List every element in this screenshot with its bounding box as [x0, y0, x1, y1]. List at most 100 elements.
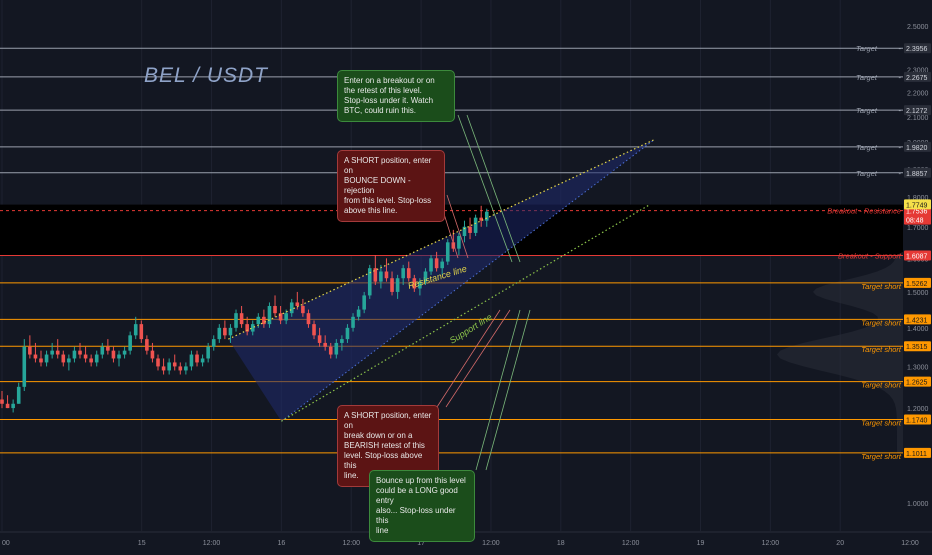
price-tag-4: 1.8857 — [906, 171, 928, 178]
y-tick-label: 1.5000 — [907, 290, 929, 297]
candle-body — [434, 258, 439, 269]
callout-text-line: BEARISH retest of this — [344, 441, 425, 450]
price-tag-11-bg — [904, 414, 931, 425]
callout-connector — [475, 309, 521, 471]
candle-body — [373, 268, 378, 282]
y-tick-label: 2.2000 — [907, 91, 929, 98]
price-tag-0-bg — [904, 43, 931, 54]
extra-tag-1: 08:48 — [906, 218, 924, 225]
x-tick-label: 12:00 — [203, 540, 221, 547]
price-tag-1-bg — [904, 71, 931, 82]
price-tag-9-bg — [904, 341, 931, 352]
candle-body — [345, 327, 350, 340]
y-tick-label: 2.5000 — [907, 24, 929, 31]
candle-body — [200, 358, 205, 363]
x-tick-label: 00 — [2, 540, 10, 547]
candle-body — [195, 354, 199, 363]
candle-body — [94, 354, 99, 363]
price-tag-12: 1.1011 — [906, 451, 927, 458]
callout-connector — [445, 309, 511, 408]
level-label-0: Target — [856, 44, 878, 53]
candle-body — [161, 366, 166, 371]
price-tag-3-bg — [904, 141, 931, 152]
callout-text-line: could be a LONG good entry — [376, 486, 458, 505]
callout-breakout: Enter on a breakout or on the retest of t… — [337, 70, 455, 122]
candle-body — [278, 313, 283, 321]
extra-tag-1-bg — [904, 214, 931, 225]
candle-body — [356, 309, 361, 317]
level-label-8: Target short — [861, 318, 902, 327]
candle-body — [100, 346, 105, 355]
callout-text-line: BTC, could ruin this. — [344, 106, 417, 115]
callout-text-line: A SHORT position, enter on — [344, 156, 432, 175]
y-tick-label: 1.4000 — [907, 326, 929, 333]
level-dash-3: - — [899, 143, 902, 152]
callout-text-line: Bounce up from this level — [376, 476, 466, 485]
candle-body — [401, 268, 405, 279]
candle-body — [145, 339, 149, 351]
candle-body — [445, 242, 450, 262]
candle-body — [106, 346, 110, 351]
candle-body — [223, 327, 227, 336]
price-tag-6-bg — [904, 250, 931, 261]
price-tag-7-bg — [904, 277, 931, 288]
candle-body — [418, 281, 422, 289]
candle-body — [172, 362, 177, 367]
x-tick-label: 19 — [697, 540, 705, 547]
candle-body — [473, 217, 478, 233]
candle-body — [295, 302, 300, 306]
candle-body — [61, 354, 66, 363]
callout-text-line: break down or on a — [344, 431, 413, 440]
candle-body — [239, 313, 244, 325]
callout-text-line: Enter on a breakout or on — [344, 76, 435, 85]
level-label-4: Target — [856, 169, 878, 178]
candle-body — [78, 350, 82, 355]
candle-body — [462, 226, 467, 237]
chart-title: BEL / USDT — [144, 64, 268, 87]
callout-text-line: line — [376, 526, 389, 535]
candle-body — [33, 354, 38, 359]
candle-body — [83, 354, 88, 359]
callout-text-line: A SHORT position, enter on — [344, 411, 432, 430]
level-label-1: Target — [856, 73, 878, 82]
resistance-trendline — [228, 139, 655, 340]
callout-short-bounce: A SHORT position, enter on BOUNCE DOWN - … — [337, 150, 445, 222]
candle-body — [156, 358, 160, 367]
level-label-6: Breakout - Support — [838, 252, 902, 261]
x-tick-label: 12:00 — [342, 540, 360, 547]
price-tag-1: 2.2675 — [906, 75, 928, 82]
candle-body — [289, 302, 294, 314]
candle-body — [133, 324, 138, 336]
candle-body — [457, 236, 461, 249]
candle-body — [479, 217, 483, 221]
y-tick-label: 1.0000 — [907, 501, 929, 508]
candle-body — [245, 324, 249, 332]
candle-body — [412, 278, 417, 289]
callout-text-line: line. — [344, 471, 359, 480]
price-tag-10: 1.2625 — [906, 380, 928, 387]
candle-body — [367, 268, 372, 296]
level-label-12: Target short — [861, 452, 902, 461]
x-tick-label: 18 — [557, 540, 565, 547]
candle-body — [217, 327, 222, 340]
level-dash-0: - — [899, 44, 902, 53]
candle-body — [67, 358, 71, 363]
price-axis — [903, 0, 932, 550]
candle-body — [451, 242, 456, 249]
candle-body — [189, 354, 194, 367]
level-label-5: Breakout - Resistance — [827, 207, 901, 216]
level-label-2: Target — [856, 106, 878, 115]
y-tick-label: 1.8000 — [907, 195, 929, 202]
candle-body — [206, 346, 210, 359]
callout-connector — [466, 114, 521, 263]
extra-tag-0-bg — [904, 199, 931, 210]
candle-body — [128, 335, 132, 351]
support-trendline — [281, 204, 650, 422]
callout-text-line: from this level. Stop-loss — [344, 196, 432, 205]
x-tick-label: 17 — [417, 540, 425, 547]
candle-body — [429, 258, 433, 272]
candle-body — [39, 358, 43, 363]
callout-text-line: level. Stop-loss above this — [344, 451, 423, 470]
candle-body — [284, 313, 288, 321]
